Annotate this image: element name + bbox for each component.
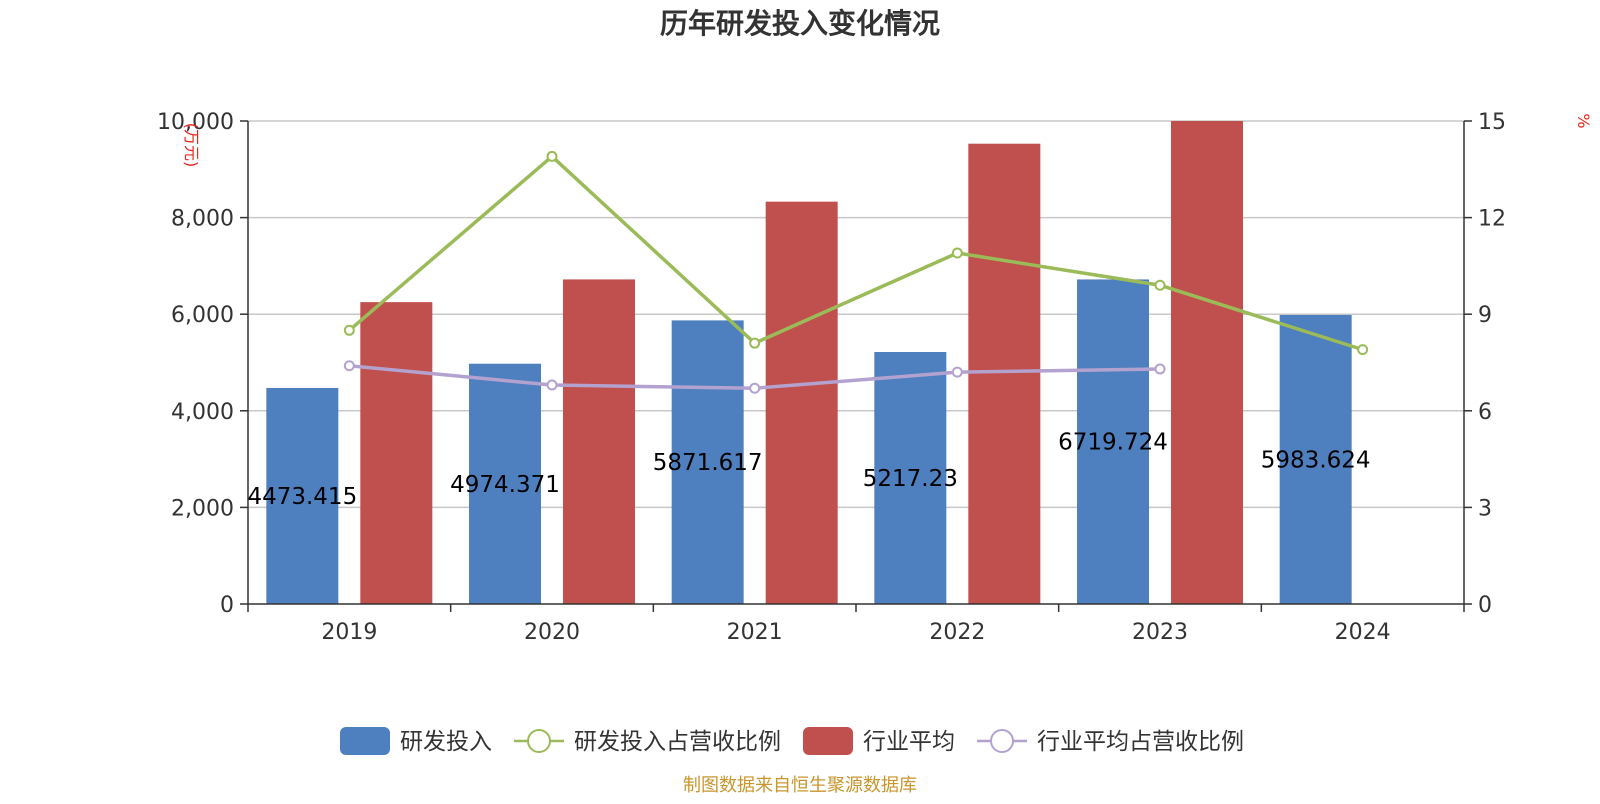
left-tick-label: 2,000 (171, 496, 234, 521)
rd-data-label: 5217.23 (863, 466, 958, 492)
legend-rd-swatch[interactable] (340, 727, 390, 755)
legend-industry-ratio-marker[interactable] (990, 729, 1014, 753)
right-tick-label: 9 (1478, 303, 1492, 328)
industry-avg-bar[interactable] (765, 201, 838, 604)
industry-ratio-point[interactable] (343, 360, 355, 372)
industry-ratio-point[interactable] (1154, 363, 1166, 375)
legend-label[interactable]: 行业平均占营收比例 (1037, 729, 1244, 755)
legend-label[interactable]: 行业平均 (863, 729, 955, 755)
rd-data-label: 5871.617 (653, 450, 763, 476)
rd-bar[interactable] (671, 320, 744, 604)
industry-avg-bar[interactable] (563, 279, 635, 604)
left-tick-label: 8,000 (171, 207, 234, 232)
x-tick-label: 2024 (1335, 620, 1391, 645)
left-tick-label: 0 (220, 593, 234, 618)
legend-rd-ratio-marker[interactable] (527, 729, 551, 753)
industry-ratio-point[interactable] (749, 382, 761, 394)
right-tick-label: 0 (1478, 593, 1492, 618)
data-labels: 4473.415 4974.371 5871.617 5217.23 6719.724 5… (247, 430, 1370, 510)
x-tick-label: 2023 (1132, 620, 1188, 645)
right-tick-label: 12 (1478, 207, 1506, 232)
industry-avg-bar[interactable] (1171, 121, 1243, 604)
rd-ratio-point[interactable] (546, 150, 558, 162)
legend-label[interactable]: 研发投入占营收比例 (574, 729, 781, 755)
rd-ratio-point[interactable] (343, 324, 355, 336)
right-axis-unit: % (1574, 113, 1593, 128)
rd-ratio-point[interactable] (1154, 279, 1166, 291)
rd-ratio-line (348, 154, 1364, 352)
rd-ratio-point[interactable] (749, 337, 761, 349)
rd-bar[interactable] (266, 387, 339, 604)
rd-data-label: 4473.415 (247, 484, 357, 510)
rd-data-label: 5983.624 (1261, 447, 1371, 473)
x-tick-label: 2021 (727, 620, 783, 645)
right-tick-label: 15 (1478, 110, 1506, 135)
industry-avg-bar[interactable] (360, 302, 433, 604)
left-tick-label: 4,000 (171, 400, 234, 425)
right-tick-label: 3 (1478, 496, 1492, 521)
industry-ratio-point[interactable] (951, 366, 963, 378)
left-tick-label: 6,000 (171, 303, 234, 328)
grid-lines (248, 120, 1464, 509)
rd-bar[interactable] (469, 363, 541, 604)
x-tick-label: 2019 (321, 620, 377, 645)
line-series (343, 150, 1369, 394)
rd-ratio-point[interactable] (1357, 344, 1369, 356)
rd-bar[interactable] (1279, 314, 1352, 604)
left-tick-label: 10,000 (157, 110, 234, 135)
legend-label[interactable]: 研发投入 (400, 729, 492, 755)
rd-data-label: 4974.371 (450, 472, 560, 498)
legend[interactable]: 研发投入 研发投入占营收比例 行业平均 行业平均占营收比例 (340, 727, 1244, 755)
x-tick-label: 2020 (524, 620, 580, 645)
rd-bar[interactable] (1077, 279, 1149, 604)
axes: 0 2,000 4,000 6,000 8,000 10,000 0 3 6 9 12 15 2019 2… (157, 110, 1506, 645)
industry-ratio-point[interactable] (546, 379, 558, 391)
legend-industry-swatch[interactable] (803, 727, 853, 755)
rd-ratio-point[interactable] (951, 247, 963, 259)
left-axis-unit: (万元) (182, 123, 201, 168)
bar-series (266, 121, 1352, 605)
footer-source: 制图数据来自恒生聚源数据库 (683, 775, 917, 796)
chart-title: 历年研发投入变化情况 (660, 7, 940, 40)
industry-avg-bar[interactable] (968, 143, 1041, 605)
rd-data-label: 6719.724 (1058, 430, 1168, 456)
x-tick-label: 2022 (929, 620, 985, 645)
right-tick-label: 6 (1478, 400, 1492, 425)
rd-bar[interactable] (874, 352, 947, 604)
